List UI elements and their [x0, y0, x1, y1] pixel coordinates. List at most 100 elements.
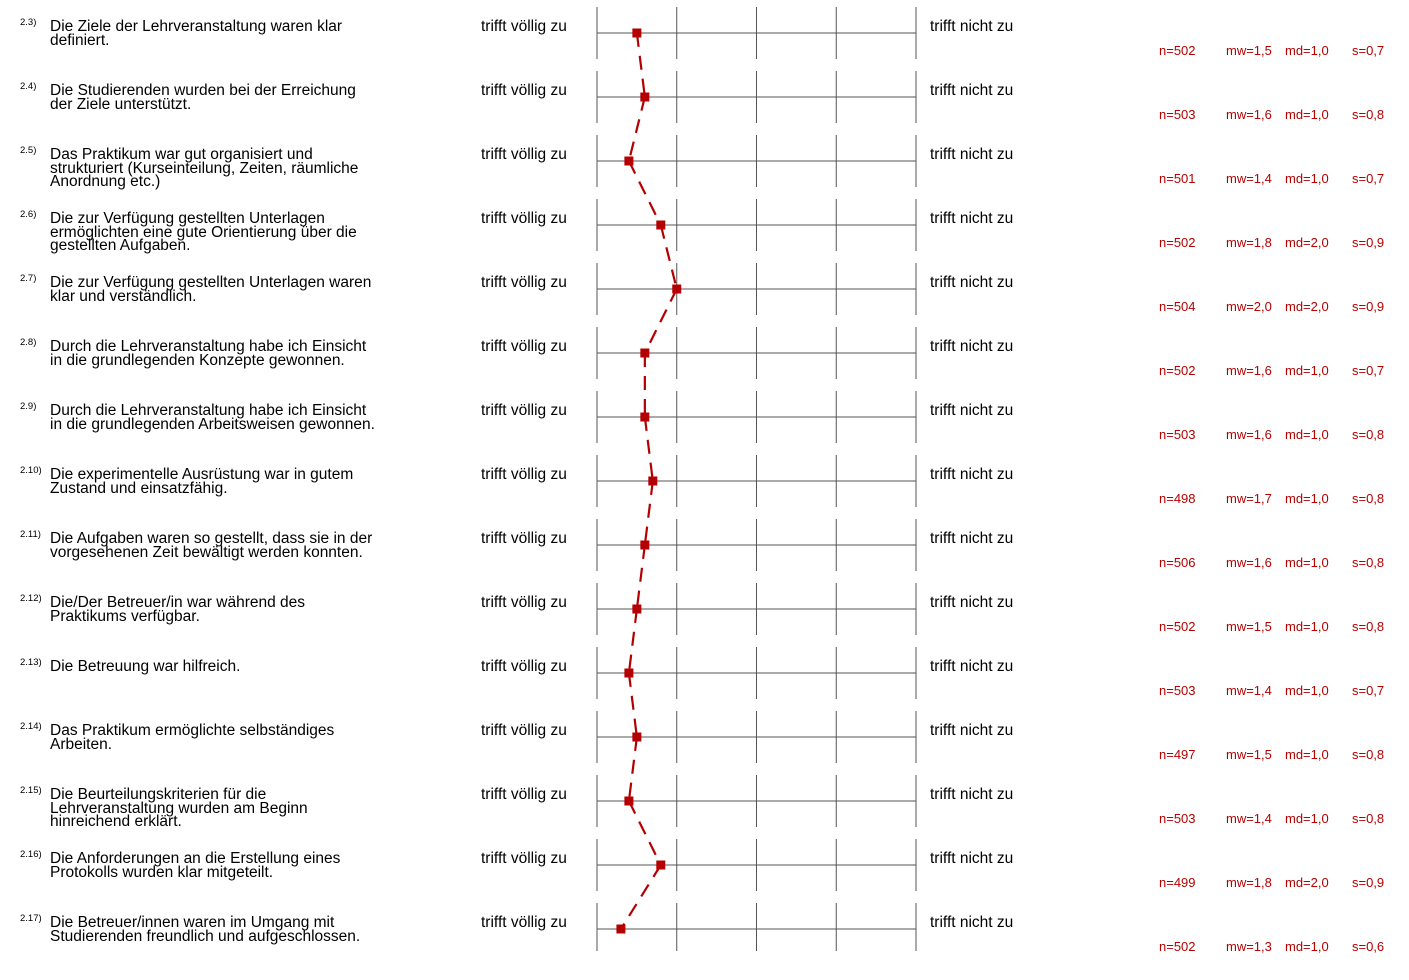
stat-mean: mw=1,6	[1226, 555, 1272, 570]
scale-grid	[596, 7, 917, 951]
profile-segment	[627, 608, 638, 674]
mean-point	[672, 284, 682, 294]
mean-point	[648, 476, 658, 486]
stat-mean: mw=2,0	[1226, 299, 1272, 314]
question-text: Die Betreuer/innen waren im Umgang mit S…	[50, 914, 361, 945]
scale-left-label: trifft völlig zu	[481, 210, 567, 227]
stat-median: md=2,0	[1285, 875, 1329, 890]
stat-mean: mw=1,5	[1226, 619, 1272, 634]
question-row: 2.11) Die Aufgaben waren so gestellt, das…	[0, 529, 1409, 596]
question-number: 2.14)	[20, 721, 42, 732]
profile-segment	[659, 224, 678, 290]
question-number: 2.15)	[20, 785, 42, 796]
scale-right-label: trifft nicht zu	[930, 850, 1014, 867]
question-number: 2.5)	[20, 145, 37, 156]
question-number: 2.8)	[20, 337, 37, 348]
stat-median: md=1,0	[1285, 491, 1329, 506]
scale-right-label: trifft nicht zu	[930, 402, 1014, 419]
scale-right-label: trifft nicht zu	[930, 210, 1014, 227]
stat-mean: mw=1,4	[1226, 171, 1272, 186]
stat-n: n=503	[1159, 811, 1196, 826]
stat-median: md=1,0	[1285, 747, 1329, 762]
stat-sd: s=0,8	[1352, 747, 1385, 762]
scale-left-label: trifft völlig zu	[481, 466, 567, 483]
stat-sd: s=0,9	[1352, 299, 1385, 314]
question-number: 2.12)	[20, 593, 42, 604]
stat-sd: s=0,7	[1352, 171, 1385, 186]
stat-sd: s=0,7	[1352, 683, 1385, 698]
stat-n: n=503	[1159, 427, 1196, 442]
stat-median: md=1,0	[1285, 555, 1329, 570]
scale-left-label: trifft völlig zu	[481, 274, 567, 291]
scale-left-label: trifft völlig zu	[481, 786, 567, 803]
stat-n: n=501	[1159, 171, 1196, 186]
stat-n: n=497	[1159, 747, 1196, 762]
question-number: 2.4)	[20, 81, 37, 92]
question-text: Die Ziele der Lehrveranstaltung waren kl…	[50, 18, 343, 49]
stat-sd: s=0,9	[1352, 235, 1385, 250]
scale-left-label: trifft völlig zu	[481, 530, 567, 547]
question-row: 2.16) Die Anforderungen an die Erstellung…	[0, 849, 1409, 916]
stat-n: n=502	[1159, 363, 1196, 378]
question-row: 2.7) Die zur Verfügung gestellten Unterla…	[0, 273, 1409, 340]
question-text: Die Anforderungen an die Erstellung eine…	[50, 850, 341, 881]
mean-point	[640, 92, 650, 102]
stat-mean: mw=1,5	[1226, 43, 1272, 58]
stat-sd: s=0,8	[1352, 619, 1385, 634]
question-number: 2.16)	[20, 849, 42, 860]
scale-left-label: trifft völlig zu	[481, 722, 567, 739]
stat-sd: s=0,9	[1352, 875, 1385, 890]
stat-mean: mw=1,6	[1226, 427, 1272, 442]
stat-n: n=503	[1159, 107, 1196, 122]
mean-point	[656, 220, 666, 230]
question-row: 2.13) Die Betreuung war hilfreich. trifft …	[0, 657, 1409, 724]
profile-segment	[635, 544, 646, 610]
scale-right-label: trifft nicht zu	[930, 530, 1014, 547]
stat-median: md=1,0	[1285, 939, 1329, 954]
mean-point	[624, 156, 634, 166]
mean-point	[632, 28, 642, 38]
question-row: 2.3) Die Ziele der Lehrveranstaltung ware…	[0, 17, 1409, 84]
stat-median: md=1,0	[1285, 427, 1329, 442]
mean-point	[624, 796, 634, 806]
stat-n: n=504	[1159, 299, 1196, 314]
stat-mean: mw=1,5	[1226, 747, 1272, 762]
question-text: Die experimentelle Ausrüstung war in gut…	[50, 466, 354, 497]
scale-right-label: trifft nicht zu	[930, 722, 1014, 739]
scale-right-label: trifft nicht zu	[930, 466, 1014, 483]
question-row: 2.5) Das Praktikum war gut organisiert un…	[0, 145, 1409, 212]
question-number: 2.10)	[20, 465, 42, 476]
question-text: Das Praktikum ermöglichte selbständiges …	[50, 722, 335, 753]
scale-left-label: trifft völlig zu	[481, 338, 567, 355]
stat-median: md=1,0	[1285, 43, 1329, 58]
mean-point	[616, 924, 626, 934]
mean-point	[632, 732, 642, 742]
scale-right-label: trifft nicht zu	[930, 146, 1014, 163]
question-number: 2.17)	[20, 913, 42, 924]
stat-mean: mw=1,3	[1226, 939, 1272, 954]
stat-mean: mw=1,8	[1226, 875, 1272, 890]
stat-n: n=506	[1159, 555, 1196, 570]
stat-n: n=502	[1159, 43, 1196, 58]
question-number: 2.3)	[20, 17, 37, 28]
question-text: Das Praktikum war gut organisiert und st…	[50, 146, 359, 190]
scale-right-label: trifft nicht zu	[930, 274, 1014, 291]
stat-mean: mw=1,7	[1226, 491, 1272, 506]
profile-segment	[627, 736, 638, 802]
scale-right-label: trifft nicht zu	[930, 594, 1014, 611]
mean-point	[656, 860, 666, 870]
stat-mean: mw=1,6	[1226, 363, 1272, 378]
mean-point	[640, 412, 650, 422]
question-text: Die Aufgaben waren so gestellt, dass sie…	[50, 530, 373, 561]
stat-n: n=502	[1159, 939, 1196, 954]
stat-median: md=1,0	[1285, 171, 1329, 186]
profile-segment	[619, 864, 662, 930]
mean-point	[632, 604, 642, 614]
stat-mean: mw=1,4	[1226, 683, 1272, 698]
question-row: 2.8) Durch die Lehrveranstaltung habe ich…	[0, 337, 1409, 404]
mean-profile-series	[616, 28, 682, 934]
question-row: 2.6) Die zur Verfügung gestellten Unterla…	[0, 209, 1409, 276]
stat-sd: s=0,7	[1352, 363, 1385, 378]
stat-mean: mw=1,6	[1226, 107, 1272, 122]
stat-median: md=1,0	[1285, 811, 1329, 826]
